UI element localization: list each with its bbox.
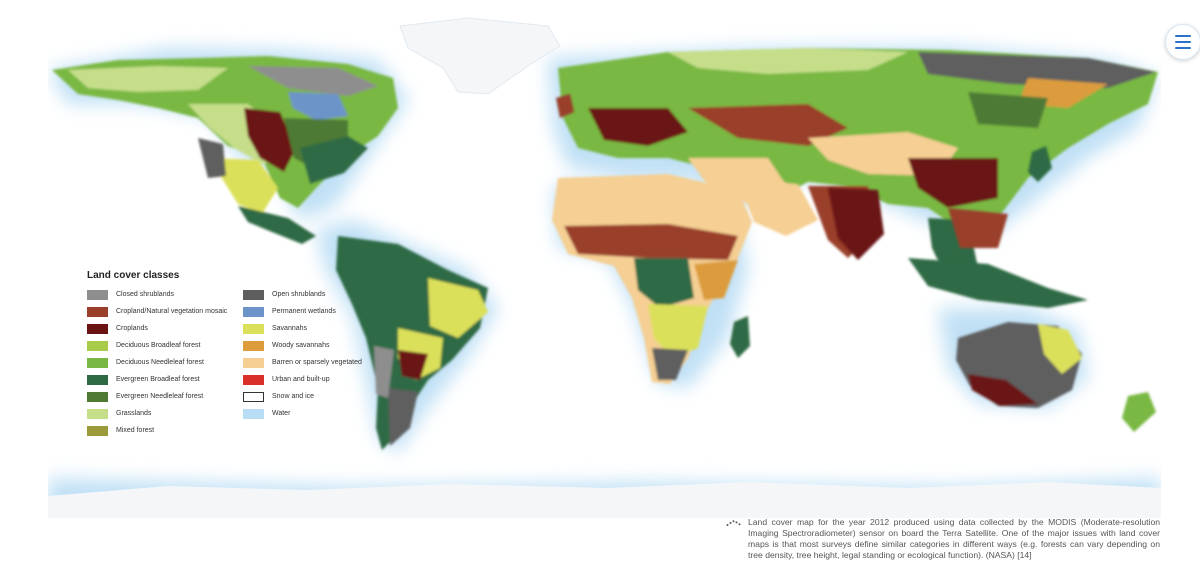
- australia: [956, 322, 1156, 432]
- legend-item: Croplands: [87, 320, 230, 337]
- hamburger-icon-line: [1175, 41, 1191, 43]
- legend-column-2: Open shrublands Permanent wetlands Savanna…: [243, 286, 386, 439]
- legend-label: Urban and built-up: [272, 376, 330, 383]
- legend-item: Urban and built-up: [243, 371, 386, 388]
- legend-swatch: [87, 289, 108, 300]
- legend-label: Open shrublands: [272, 291, 326, 298]
- legend-columns: Closed shrublands Cropland/Natural vegeta…: [87, 286, 387, 439]
- hamburger-icon-line: [1175, 35, 1191, 37]
- madagascar: [730, 316, 750, 358]
- legend-swatch: [87, 408, 108, 419]
- legend-label: Mixed forest: [116, 427, 155, 434]
- legend-swatch: [243, 408, 264, 419]
- legend-item: Cropland/Natural vegetation mosaic: [87, 303, 230, 320]
- legend-label: Closed shrublands: [116, 291, 174, 298]
- legend-item: Water: [243, 405, 386, 422]
- legend-swatch: [243, 391, 264, 402]
- legend-label: Grasslands: [116, 410, 152, 417]
- land-cover-world-map: [48, 8, 1161, 518]
- legend-label: Permanent wetlands: [272, 308, 336, 315]
- africa: [552, 174, 752, 384]
- legend-label: Deciduous Needleleaf forest: [116, 359, 204, 366]
- legend-item: Open shrublands: [243, 286, 386, 303]
- legend-swatch: [243, 374, 264, 385]
- legend-swatch: [87, 425, 108, 436]
- legend-title: Land cover classes: [87, 270, 180, 281]
- southeast-asia: [908, 208, 1088, 308]
- legend-label: Woody savannahs: [272, 342, 330, 349]
- legend-label: Snow and ice: [272, 393, 315, 400]
- legend-item: Closed shrublands: [87, 286, 230, 303]
- legend-swatch: [87, 306, 108, 317]
- south-america: [336, 236, 488, 450]
- legend-swatch: [243, 323, 264, 334]
- islands: [556, 94, 1052, 182]
- legend-label: Water: [272, 410, 291, 417]
- legend-label: Evergreen Needleleaf forest: [116, 393, 204, 400]
- legend-swatch: [87, 374, 108, 385]
- snow-ice-regions: [48, 17, 1161, 518]
- figure-caption: Land cover map for the year 2012 produce…: [726, 517, 1160, 561]
- map-legend: Land cover classes Closed shrublands Crop…: [87, 270, 387, 439]
- north-america: [52, 56, 398, 244]
- dotted-arrow-icon: [726, 520, 741, 526]
- legend-column-1: Closed shrublands Cropland/Natural vegeta…: [87, 286, 230, 439]
- legend-swatch: [87, 340, 108, 351]
- legend-label: Deciduous Broadleaf forest: [116, 342, 201, 349]
- hamburger-icon-line: [1175, 47, 1191, 49]
- legend-item: Mixed forest: [87, 422, 230, 439]
- legend-swatch: [243, 306, 264, 317]
- legend-swatch: [87, 323, 108, 334]
- world-map-svg: [48, 17, 1161, 518]
- legend-item: Permanent wetlands: [243, 303, 386, 320]
- eurasia: [558, 48, 1158, 282]
- legend-item: Deciduous Broadleaf forest: [87, 337, 230, 354]
- legend-swatch: [87, 391, 108, 402]
- legend-label: Savannahs: [272, 325, 308, 332]
- legend-label: Croplands: [116, 325, 148, 332]
- legend-swatch: [243, 357, 264, 368]
- legend-item: Grasslands: [87, 405, 230, 422]
- caption-text: Land cover map for the year 2012 produce…: [748, 517, 1160, 560]
- legend-label: Cropland/Natural vegetation mosaic: [116, 308, 228, 315]
- menu-button[interactable]: [1165, 24, 1200, 60]
- legend-item: Snow and ice: [243, 388, 386, 405]
- legend-swatch: [87, 357, 108, 368]
- legend-item: Woody savannahs: [243, 337, 386, 354]
- legend-item: Savannahs: [243, 320, 386, 337]
- legend-item: Deciduous Needleleaf forest: [87, 354, 230, 371]
- legend-swatch: [243, 289, 264, 300]
- legend-item: Evergreen Broadleaf forest: [87, 371, 230, 388]
- legend-label: Evergreen Broadleaf forest: [116, 376, 200, 383]
- arabia-india: [738, 178, 884, 260]
- legend-swatch: [243, 340, 264, 351]
- legend-item: Evergreen Needleleaf forest: [87, 388, 230, 405]
- legend-label: Barren or sparsely vegetated: [272, 359, 362, 366]
- legend-item: Barren or sparsely vegetated: [243, 354, 386, 371]
